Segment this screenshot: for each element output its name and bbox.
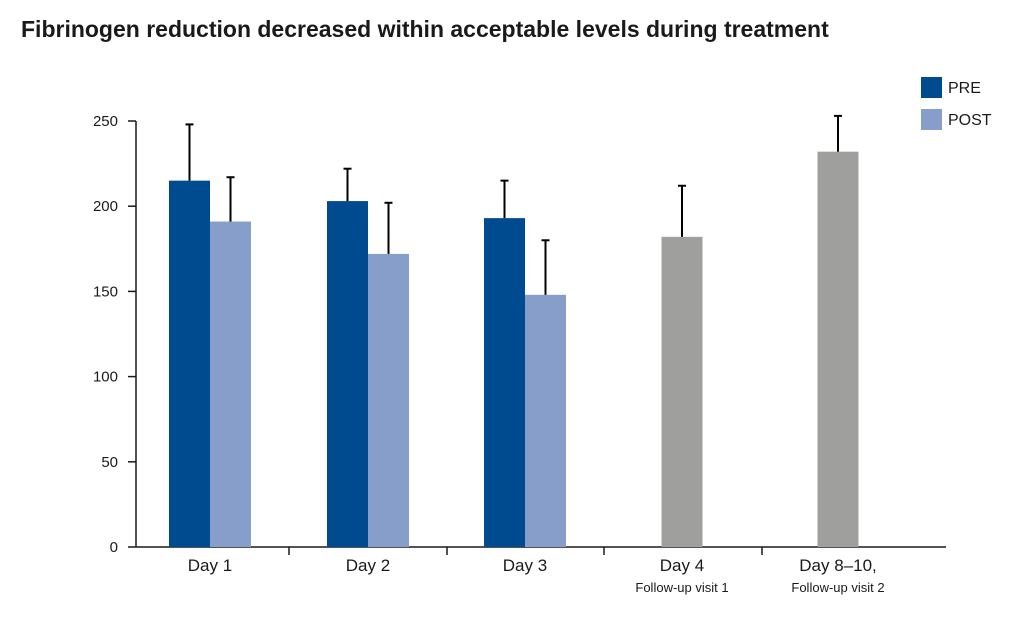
x-tick-label: Day 3	[503, 556, 547, 575]
x-tick-label: Day 8–10,	[799, 556, 877, 575]
legend-swatch-pre	[921, 77, 942, 98]
bar-pre	[327, 201, 368, 547]
x-tick-sublabel: Follow-up visit 1	[635, 580, 728, 595]
bar-post	[368, 253, 409, 548]
x-tick-label: Day 1	[188, 556, 232, 575]
legend-swatch-post	[921, 109, 942, 130]
y-tick-label: 50	[101, 454, 118, 471]
legend-label-pre: PRE	[948, 80, 981, 97]
x-tick-sublabel: Follow-up visit 2	[791, 580, 884, 595]
bar-follow-up	[817, 151, 859, 547]
y-tick-label: 200	[93, 198, 118, 215]
x-tick-label: Day 4	[660, 556, 704, 575]
bar-pre	[169, 180, 210, 547]
legend-label-post: POST	[948, 112, 992, 129]
y-tick-label: 150	[93, 283, 118, 300]
y-tick-label: 100	[93, 369, 118, 386]
x-tick-label: Day 2	[346, 556, 390, 575]
y-tick-label: 250	[93, 113, 118, 130]
y-tick-label: 0	[110, 539, 118, 556]
legend: PRE POST	[921, 77, 992, 130]
bars	[169, 114, 859, 548]
bar-post	[210, 221, 251, 547]
bar-follow-up	[661, 236, 703, 547]
bar-post	[525, 294, 566, 547]
chart-title: Fibrinogen reduction decreased within ac…	[21, 16, 829, 42]
bar-pre	[484, 218, 525, 548]
